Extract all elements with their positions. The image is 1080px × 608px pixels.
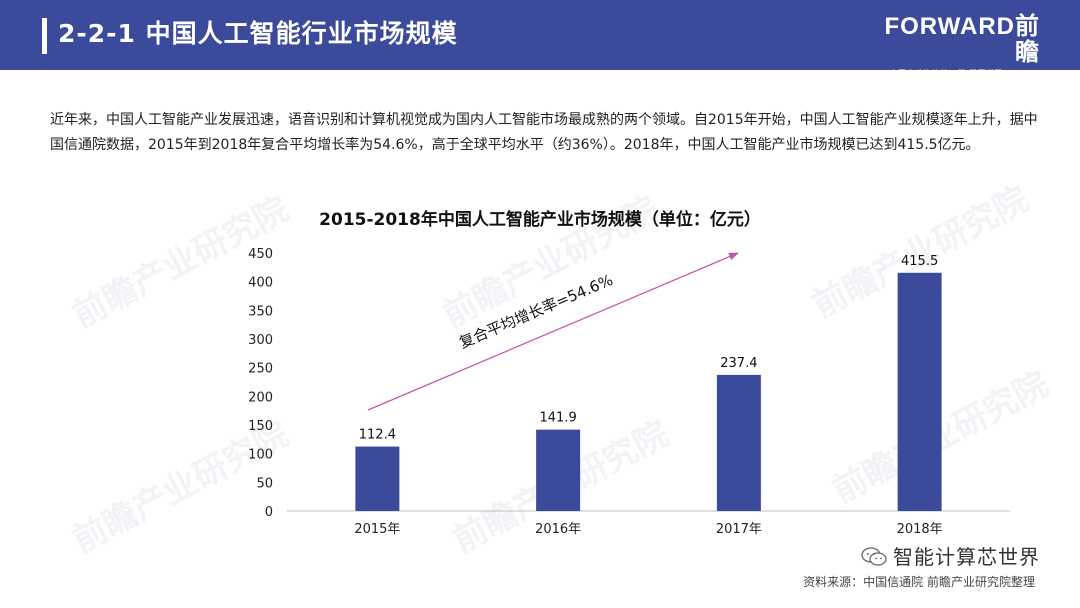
x-tick-label: 2017年 xyxy=(716,522,762,537)
bar-2015年 xyxy=(355,446,400,511)
x-tick-label: 2016年 xyxy=(535,522,581,537)
bar-2018年 xyxy=(897,272,942,511)
y-tick-label: 200 xyxy=(248,390,273,405)
y-tick-label: 150 xyxy=(248,419,273,434)
header-banner: 2-2-1 中国人工智能行业市场规模 FORWARD前瞻 中国产业咨询第一股 股… xyxy=(0,0,1080,78)
chart-title: 2015-2018年中国人工智能产业市场规模（单位：亿元） xyxy=(319,210,761,230)
y-tick-label: 300 xyxy=(248,333,273,348)
brand-logo: FORWARD前瞻 xyxy=(884,13,1040,66)
bar-2017年 xyxy=(716,374,761,511)
bar-value-label: 141.9 xyxy=(540,411,577,426)
page-title: 2-2-1 中国人工智能行业市场规模 xyxy=(58,19,458,48)
y-tick-label: 50 xyxy=(256,476,273,491)
bar-value-label: 237.4 xyxy=(720,356,757,371)
y-tick-label: 250 xyxy=(248,362,273,377)
bar-value-label: 112.4 xyxy=(359,428,396,443)
y-tick-label: 100 xyxy=(248,448,273,463)
y-tick-label: 350 xyxy=(248,304,273,319)
growth-rate-annotation: 复合平均增长率=54.6% xyxy=(456,271,615,352)
title-accent-bar xyxy=(42,18,47,54)
bar-2016年 xyxy=(536,429,581,511)
y-tick-label: 400 xyxy=(248,276,273,291)
y-tick-label: 0 xyxy=(265,505,273,520)
wechat-account-name: 智能计算芯世界 xyxy=(893,545,1040,569)
x-tick-label: 2018年 xyxy=(897,522,943,537)
source-note: 资料来源：中国信通院 前瞻产业研究院整理 xyxy=(803,575,1035,589)
y-tick-label: 450 xyxy=(248,247,273,262)
x-tick-label: 2015年 xyxy=(354,522,400,537)
bar-value-label: 415.5 xyxy=(901,254,938,269)
brand: FORWARD前瞻 中国产业咨询第一股 股票代码:839599 xyxy=(865,14,1040,80)
growth-arrow xyxy=(367,252,739,411)
intro-paragraph: 近年来，中国人工智能产业发展迅速，语音识别和计算机视觉成为国内人工智能市场最成熟… xyxy=(50,112,1038,153)
wechat-icon xyxy=(861,547,887,566)
wechat-account: 智能计算芯世界 xyxy=(861,541,1040,570)
brand-tagline: 中国产业咨询第一股 股票代码:839599 xyxy=(889,69,1040,78)
